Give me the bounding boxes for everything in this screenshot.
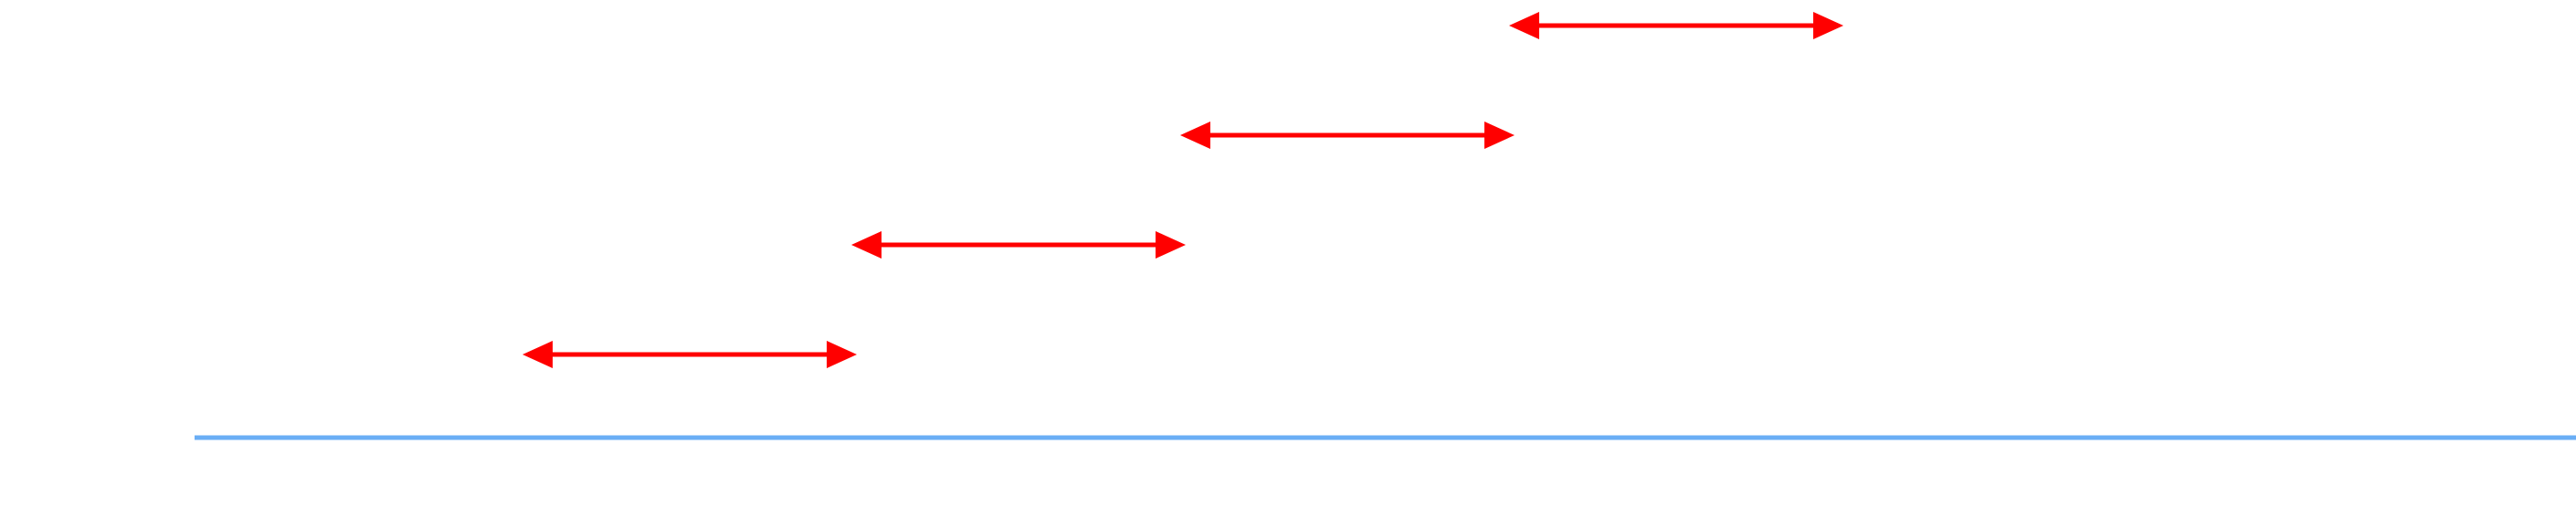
interval-arrow xyxy=(523,341,857,368)
right-arrowhead xyxy=(1156,231,1186,259)
interval-arrow xyxy=(1180,122,1515,149)
right-arrowhead xyxy=(1813,12,1843,39)
interval-arrow xyxy=(851,231,1186,259)
interval-arrow xyxy=(1509,12,1843,39)
left-arrowhead xyxy=(1509,12,1539,39)
right-arrowhead xyxy=(827,341,857,368)
left-arrowhead xyxy=(523,341,553,368)
left-arrowhead xyxy=(851,231,882,259)
left-arrowhead xyxy=(1180,122,1210,149)
timeline-axis xyxy=(195,435,2576,440)
right-arrowhead xyxy=(1484,122,1515,149)
interval-arrows xyxy=(523,12,1843,368)
